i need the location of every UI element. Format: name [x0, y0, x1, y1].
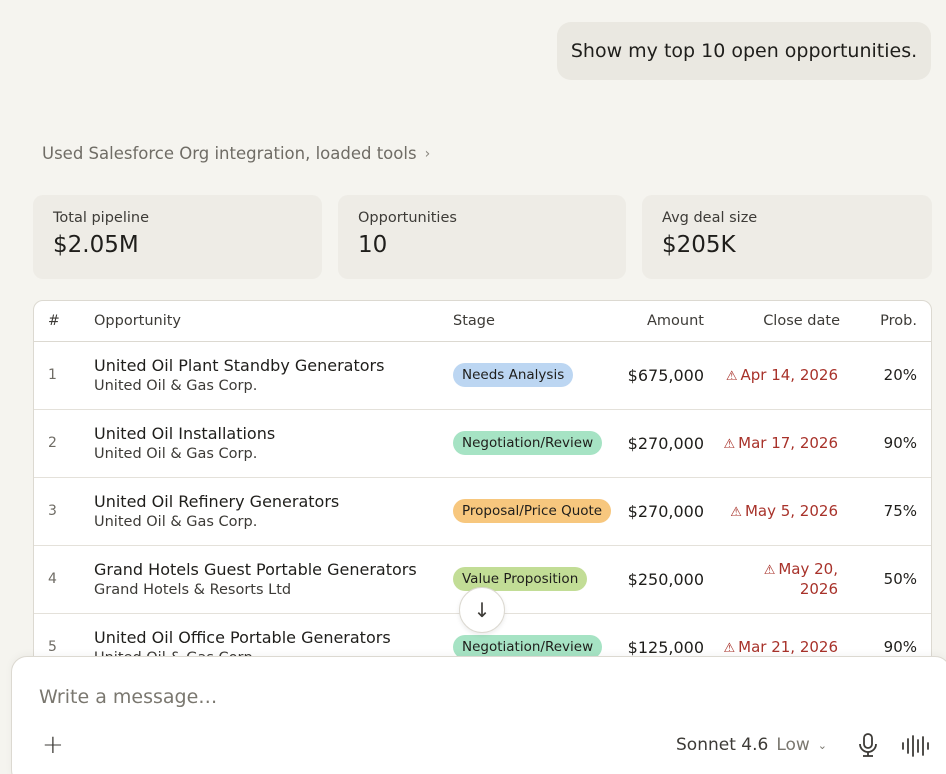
stat-label: Avg deal size	[662, 210, 758, 226]
table-row: 1 United Oil Plant Standby Generators Un…	[34, 341, 931, 410]
header-opportunity: Opportunity	[82, 301, 453, 342]
effort-level: Low	[776, 735, 810, 755]
stat-card-avg-deal-size: Avg deal size $205K	[642, 195, 932, 279]
row-num: 3	[34, 477, 82, 546]
arrow-down-icon: ↓	[473, 598, 491, 622]
header-amount: Amount	[594, 301, 704, 342]
close-date-cell: ⚠ Mar 17, 2026	[704, 409, 840, 478]
close-date-cell: ⚠ May 5, 2026	[704, 477, 840, 546]
opportunity-name: United Oil Installations	[94, 424, 276, 443]
stat-value: 10	[358, 232, 388, 258]
opportunity-name: United Oil Refinery Generators	[94, 492, 340, 511]
probability-cell: 50%	[840, 545, 931, 614]
close-date-text: Mar 21, 2026	[738, 638, 838, 656]
stage-badge: Needs Analysis	[453, 363, 574, 387]
stage-cell: Negotiation/Review	[453, 409, 603, 478]
user-message-text: Show my top 10 open opportunities.	[570, 40, 918, 62]
table-header-row: # Opportunity Stage Amount Close date Pr…	[34, 301, 931, 342]
microphone-icon[interactable]	[856, 732, 880, 758]
stat-label: Total pipeline	[53, 210, 149, 226]
amount-cell: $270,000	[594, 477, 704, 546]
stat-card-total-pipeline: Total pipeline $2.05M	[33, 195, 322, 279]
account-name: Grand Hotels & Resorts Ltd	[94, 582, 292, 598]
account-name: United Oil & Gas Corp.	[94, 378, 258, 394]
model-selector[interactable]: Sonnet 4.6 Low ⌄	[676, 735, 827, 755]
opportunity-cell: United Oil Installations United Oil & Ga…	[82, 409, 453, 478]
row-num: 2	[34, 409, 82, 478]
close-date-cell: ⚠ Apr 14, 2026	[704, 341, 840, 410]
row-num: 4	[34, 545, 82, 614]
close-date-text: Apr 14, 2026	[740, 366, 838, 384]
voice-mode-icon[interactable]	[901, 735, 931, 757]
amount-cell: $675,000	[594, 341, 704, 410]
table-row: 2 United Oil Installations United Oil & …	[34, 409, 931, 478]
message-composer[interactable]: Write a message… + Sonnet 4.6 Low ⌄	[11, 656, 946, 774]
header-prob: Prob.	[840, 301, 931, 342]
stage-cell: Needs Analysis	[453, 341, 594, 410]
close-date-text: May 5, 2026	[744, 502, 838, 520]
warning-icon: ⚠	[725, 369, 738, 384]
tool-status-toggle[interactable]: Used Salesforce Org integration, loaded …	[42, 144, 430, 163]
probability-cell: 90%	[840, 409, 931, 478]
header-close-date: Close date	[704, 301, 840, 342]
stat-card-opportunities: Opportunities 10	[338, 195, 626, 279]
account-name: United Oil & Gas Corp.	[94, 514, 258, 530]
account-name: United Oil & Gas Corp.	[94, 446, 258, 462]
opportunity-cell: Grand Hotels Guest Portable Generators G…	[82, 545, 453, 614]
warning-icon: ⚠	[723, 437, 736, 452]
probability-cell: 75%	[840, 477, 931, 546]
opportunity-name: Grand Hotels Guest Portable Generators	[94, 560, 417, 579]
amount-cell: $250,000	[594, 545, 704, 614]
row-num: 1	[34, 341, 82, 410]
opportunity-cell: United Oil Plant Standby Generators Unit…	[82, 341, 453, 410]
stat-value: $2.05M	[53, 232, 139, 258]
stage-badge: Negotiation/Review	[453, 431, 603, 455]
stat-label: Opportunities	[358, 210, 457, 226]
warning-icon: ⚠	[723, 641, 736, 656]
amount-cell: $270,000	[594, 409, 704, 478]
warning-icon: ⚠	[763, 563, 776, 578]
close-date-cell: ⚠ May 20, 2026	[704, 545, 840, 614]
chevron-down-icon: ⌄	[817, 738, 828, 752]
table-row: 3 United Oil Refinery Generators United …	[34, 477, 931, 546]
stage-cell: Proposal/Price Quote	[453, 477, 612, 546]
opportunity-name: United Oil Plant Standby Generators	[94, 356, 385, 375]
warning-icon: ⚠	[730, 505, 742, 520]
message-input[interactable]: Write a message…	[39, 686, 218, 708]
stage-badge: Negotiation/Review	[453, 635, 603, 659]
model-name: Sonnet 4.6	[676, 735, 769, 755]
user-message-bubble: Show my top 10 open opportunities.	[557, 22, 931, 80]
chevron-right-icon: ›	[424, 145, 431, 162]
opportunity-cell: United Oil Refinery Generators United Oi…	[82, 477, 453, 546]
opportunity-name: United Oil Office Portable Generators	[94, 628, 391, 647]
stage-badge: Proposal/Price Quote	[453, 499, 612, 523]
header-num: #	[34, 301, 82, 342]
close-date-text: May 20,	[778, 560, 838, 578]
close-date-text-line2: 2026	[799, 580, 838, 598]
plus-icon[interactable]: +	[42, 730, 64, 760]
scroll-to-bottom-button[interactable]: ↓	[459, 587, 505, 633]
opportunities-table: # Opportunity Stage Amount Close date Pr…	[33, 300, 932, 680]
header-stage: Stage	[453, 301, 594, 342]
stat-value: $205K	[662, 232, 736, 258]
tool-status-text: Used Salesforce Org integration, loaded …	[42, 144, 417, 163]
probability-cell: 20%	[840, 341, 931, 410]
close-date-text: Mar 17, 2026	[738, 434, 838, 452]
